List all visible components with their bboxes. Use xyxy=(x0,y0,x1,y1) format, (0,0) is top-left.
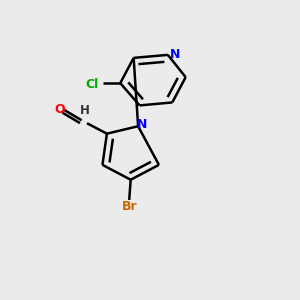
Text: N: N xyxy=(136,118,147,131)
Text: Cl: Cl xyxy=(85,78,99,91)
Text: N: N xyxy=(170,48,181,62)
Text: O: O xyxy=(54,103,65,116)
Text: H: H xyxy=(80,104,90,117)
Text: Br: Br xyxy=(122,200,137,213)
